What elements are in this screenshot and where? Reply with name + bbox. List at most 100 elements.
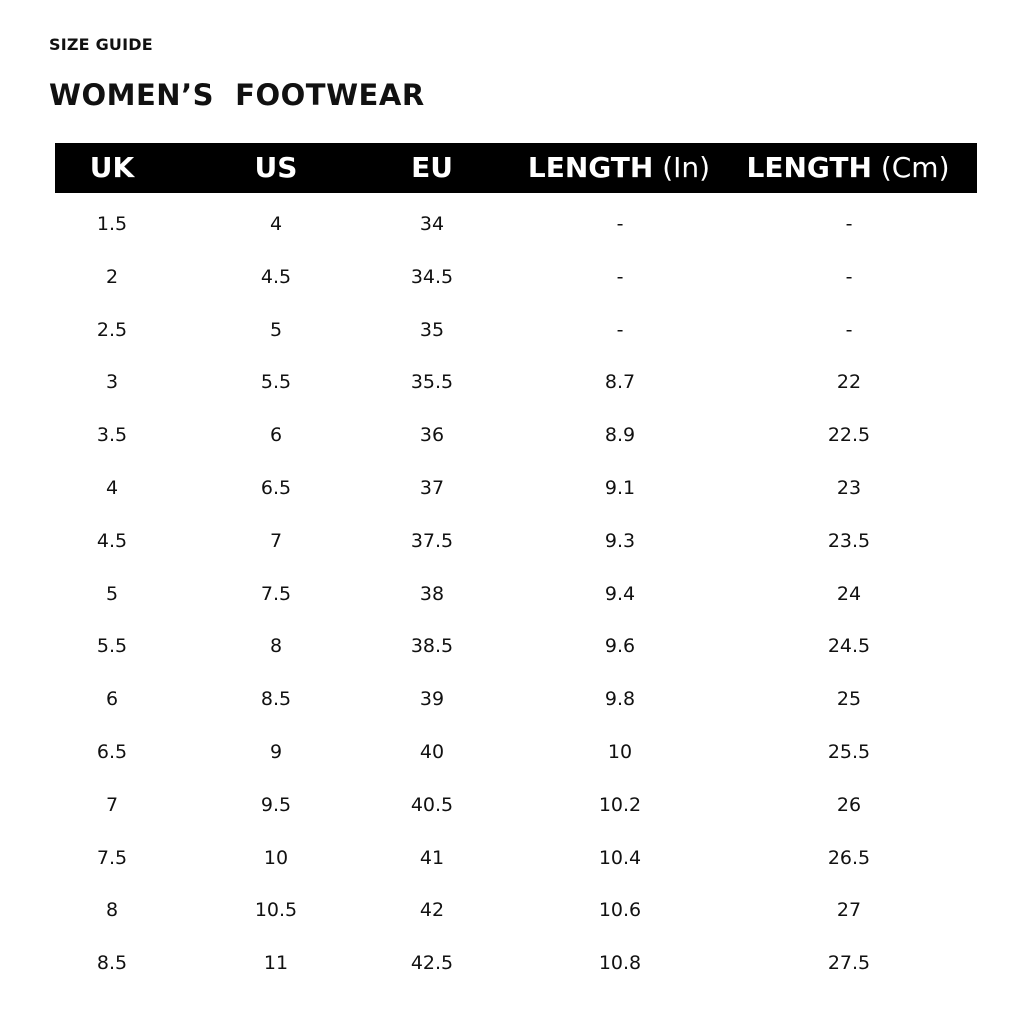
header-unit: (Cm) [880,151,950,184]
cell-us: 5 [269,318,283,341]
table-row: 3.5 6 36 8.9 22.5 [0,424,1024,454]
cell-length-in: 10.2 [598,793,642,816]
cell-length-in: 9.8 [604,688,636,711]
cell-length-cm: 23 [836,477,862,499]
cell-uk: 3 [105,371,119,394]
cell-eu: 34 [419,213,445,235]
cell-us: 8 [269,635,283,658]
cell-us: 10 [263,846,289,869]
cell-eu: 39 [419,688,445,711]
cell-us: 4 [269,213,283,235]
cell-length-cm: 27.5 [827,952,871,975]
cell-us: 10.5 [254,899,298,922]
cell-uk: 1.5 [96,213,128,235]
cell-length-cm: 22 [836,371,862,394]
cell-us: 6.5 [260,477,292,499]
cell-length-cm: - [845,318,853,341]
cell-us: 9.5 [260,793,292,816]
header-length-in: LENGTH (In) [528,151,710,184]
cell-length-cm: 25 [836,688,862,711]
cell-length-in: 10.4 [598,846,642,869]
cell-length-cm: 25.5 [827,741,871,763]
cell-length-in: - [616,213,624,235]
cell-uk: 5 [105,582,119,605]
header-eu: EU [411,151,453,184]
cell-eu: 35.5 [410,371,454,394]
cell-us: 7.5 [260,582,292,605]
cell-uk: 3.5 [96,424,128,447]
cell-us: 4.5 [260,265,292,288]
cell-uk: 7 [105,793,119,816]
cell-uk: 2 [105,265,119,288]
cell-length-cm: 24 [836,582,862,605]
cell-us: 5.5 [260,371,292,394]
cell-us: 11 [263,952,289,975]
header-us: US [255,151,298,184]
cell-us: 7 [269,529,283,552]
cell-length-in: 9.4 [604,582,636,605]
table-row: 7 9.5 40.5 10.2 26 [0,794,1024,824]
cell-eu: 42 [419,899,445,922]
cell-us: 8.5 [260,688,292,711]
cell-length-in: 10.8 [598,952,642,975]
cell-length-in: 10 [607,741,633,763]
cell-uk: 8 [105,899,119,922]
cell-length-cm: - [845,213,853,235]
table-row: 8 10.5 42 10.6 27 [0,899,1024,929]
cell-eu: 38.5 [410,635,454,658]
table-row: 4.5 7 37.5 9.3 23.5 [0,530,1024,560]
cell-eu: 37.5 [410,529,454,552]
cell-length-cm: - [845,265,853,288]
table-header: UK US EU LENGTH (In) LENGTH (Cm) [55,143,977,193]
cell-us: 6 [269,424,283,447]
table-row: 7.5 10 41 10.4 26.5 [0,847,1024,877]
cell-uk: 4.5 [96,529,128,552]
cell-eu: 40.5 [410,793,454,816]
header-label: EU [411,151,453,184]
cell-length-cm: 23.5 [827,529,871,552]
cell-length-cm: 26.5 [827,846,871,869]
table-row: 1.5 4 34 - - [0,213,1024,243]
table-row: 4 6.5 37 9.1 23 [0,477,1024,507]
cell-eu: 42.5 [410,952,454,975]
header-unit: (In) [662,151,711,184]
table-row: 2.5 5 35 - - [0,319,1024,349]
cell-length-cm: 22.5 [827,424,871,447]
cell-us: 9 [269,741,283,763]
cell-eu: 34.5 [410,265,454,288]
cell-uk: 8.5 [96,952,128,975]
cell-length-in: 8.7 [604,371,636,394]
cell-length-in: 9.1 [604,477,636,499]
cell-eu: 41 [419,846,445,869]
header-label: US [254,151,298,184]
table-row: 8.5 11 42.5 10.8 27.5 [0,952,1024,982]
table-row: 6 8.5 39 9.8 25 [0,688,1024,718]
table-row: 5 7.5 38 9.4 24 [0,583,1024,613]
table-row: 3 5.5 35.5 8.7 22 [0,371,1024,401]
cell-uk: 5.5 [96,635,128,658]
cell-uk: 4 [105,477,119,499]
table-row: 5.5 8 38.5 9.6 24.5 [0,635,1024,665]
cell-length-in: - [616,265,624,288]
header-length-cm: LENGTH (Cm) [746,151,949,184]
cell-length-cm: 24.5 [827,635,871,658]
cell-eu: 40 [419,741,445,763]
cell-length-in: 9.3 [604,529,636,552]
cell-eu: 35 [419,318,445,341]
cell-uk: 2.5 [96,318,128,341]
cell-eu: 38 [419,582,445,605]
cell-length-cm: 27 [836,899,862,922]
cell-length-in: 8.9 [604,424,636,447]
header-label: LENGTH [527,151,654,184]
cell-uk: 6.5 [96,741,128,763]
cell-uk: 6 [105,688,119,711]
page-title: WOMEN’S FOOTWEAR [49,78,425,112]
header-uk: UK [90,151,134,184]
cell-length-cm: 26 [836,793,862,816]
cell-uk: 7.5 [96,846,128,869]
table-row: 6.5 9 40 10 25.5 [0,741,1024,771]
cell-eu: 37 [419,477,445,499]
table-row: 2 4.5 34.5 - - [0,266,1024,296]
size-guide-label: SIZE GUIDE [49,35,153,54]
header-label: UK [89,151,135,184]
